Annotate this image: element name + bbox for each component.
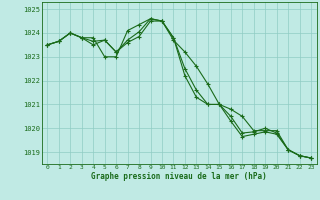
X-axis label: Graphe pression niveau de la mer (hPa): Graphe pression niveau de la mer (hPa) bbox=[91, 172, 267, 181]
